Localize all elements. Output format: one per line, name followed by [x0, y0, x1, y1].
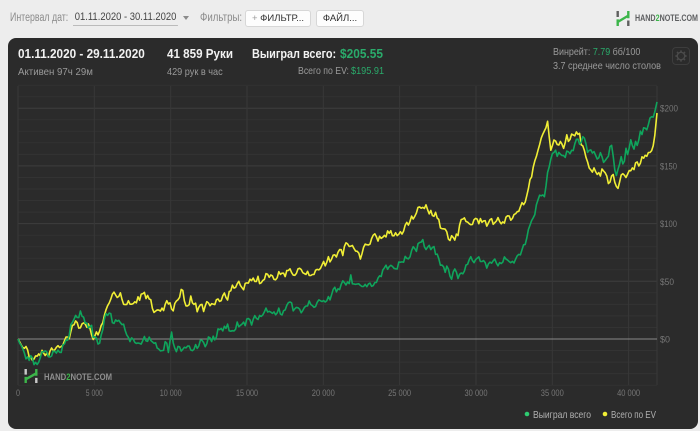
svg-text:HAND2NOTE.COM: HAND2NOTE.COM: [44, 372, 112, 383]
svg-text:30 000: 30 000: [465, 388, 488, 399]
svg-text:35 000: 35 000: [541, 388, 564, 399]
svg-text:Всего по EV: Всего по EV: [611, 409, 656, 421]
svg-text:15 000: 15 000: [236, 388, 258, 399]
svg-text:$200: $200: [660, 104, 678, 115]
svg-text:20 000: 20 000: [312, 388, 335, 399]
svg-text:$50: $50: [660, 277, 674, 288]
svg-text:Выиграл всего: Выиграл всего: [533, 409, 591, 421]
svg-text:25 000: 25 000: [388, 388, 411, 399]
svg-text:0: 0: [16, 388, 20, 399]
svg-text:40 000: 40 000: [617, 388, 640, 399]
svg-text:$0: $0: [660, 335, 670, 346]
svg-text:5 000: 5 000: [86, 388, 103, 399]
svg-text:$100: $100: [660, 219, 677, 230]
svg-text:10 000: 10 000: [160, 388, 182, 399]
svg-text:$150: $150: [660, 161, 677, 172]
